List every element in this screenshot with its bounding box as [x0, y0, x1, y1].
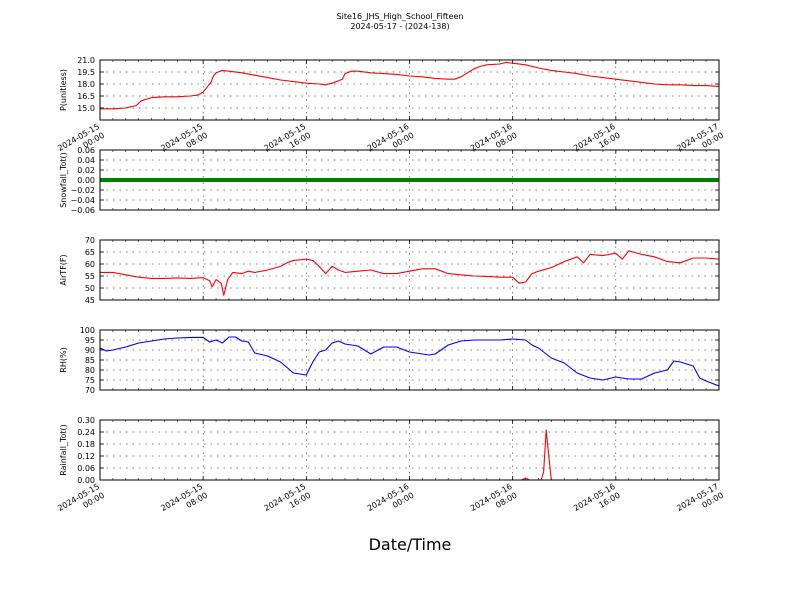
y-tick-label: 50 — [85, 284, 95, 293]
y-tick-label: 0.02 — [77, 166, 95, 175]
y-axis-label: AirTF(F) — [59, 254, 68, 285]
y-tick-label: 90 — [85, 346, 95, 355]
y-tick-label: 19.5 — [77, 68, 95, 77]
subplot-2: −0.06−0.04−0.020.000.020.040.06 Snowfall_… — [59, 146, 720, 215]
series-line — [100, 429, 719, 480]
y-tick-label: 16.5 — [77, 92, 95, 101]
y-tick-label: 100 — [80, 326, 95, 335]
y-axis-label: RH(%) — [59, 347, 68, 372]
y-tick-label: 0.18 — [77, 440, 95, 449]
y-tick-label: 0.06 — [77, 146, 95, 155]
x-axis-label: Date/Time — [369, 535, 452, 554]
chart-title-line-2: 2024-05-17 - (2024-138) — [350, 22, 449, 31]
plot-frame — [99, 329, 720, 391]
plot-frame — [99, 239, 720, 301]
y-tick-label: 70 — [85, 386, 95, 395]
y-tick-label: 0.04 — [77, 156, 95, 165]
y-tick-label: 95 — [85, 336, 95, 345]
subplot-3: 45 50 55 60 65 70 AirTF(F) — [59, 236, 720, 305]
y-tick-label: 0.06 — [77, 464, 95, 473]
y-tick-label: 60 — [85, 260, 95, 269]
series-line — [100, 336, 719, 387]
y-tick-label: −0.04 — [70, 196, 95, 205]
y-tick-label: 65 — [85, 248, 95, 257]
y-tick-label: 21.0 — [77, 56, 95, 65]
y-axis-label: Rainfall_Tot() — [59, 424, 68, 476]
y-tick-label: −0.06 — [70, 206, 95, 215]
plot-frame — [99, 149, 720, 211]
chart-title-line-1: Site16_JHS_High_School_Fifteen — [337, 12, 464, 21]
y-tick-label: 18.0 — [77, 80, 95, 89]
series-line — [100, 250, 719, 296]
y-tick-label: 0.24 — [77, 428, 95, 437]
plot-frame — [99, 419, 720, 481]
plot-frame — [99, 59, 720, 121]
y-axis-label: P(unitless) — [59, 69, 68, 111]
y-tick-label: 75 — [85, 376, 95, 385]
y-tick-label: 85 — [85, 356, 95, 365]
y-tick-label: 0.30 — [77, 416, 95, 425]
y-tick-label: 0.00 — [77, 476, 95, 485]
y-tick-label: 15.0 — [77, 104, 95, 113]
y-tick-label: 80 — [85, 366, 95, 375]
series-line — [100, 61, 719, 110]
y-tick-label: −0.02 — [70, 186, 95, 195]
y-axis-label: Snowfall_Tot() — [59, 152, 68, 208]
y-tick-label: 70 — [85, 236, 95, 245]
y-tick-label: 45 — [85, 296, 95, 305]
y-tick-label: 55 — [85, 272, 95, 281]
y-tick-label: 0.00 — [77, 176, 95, 185]
y-tick-label: 0.12 — [77, 452, 95, 461]
